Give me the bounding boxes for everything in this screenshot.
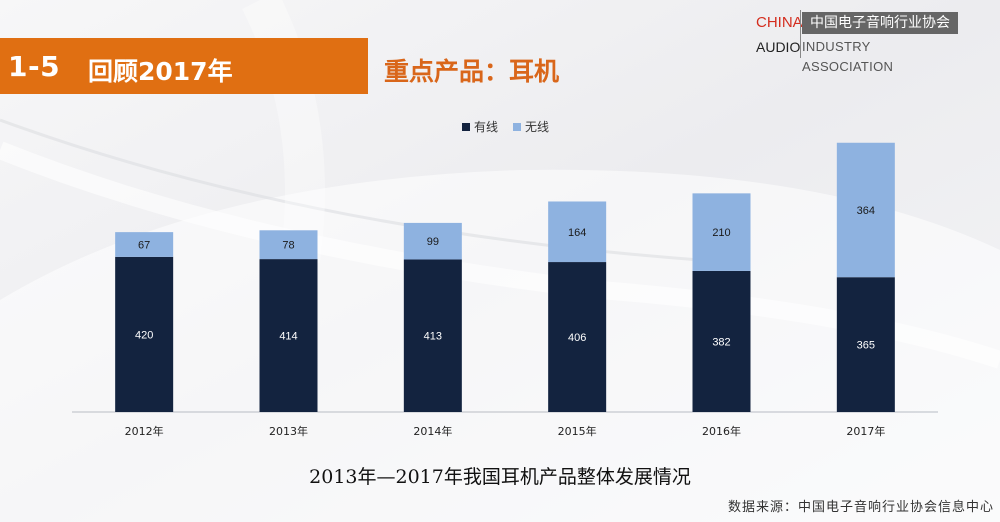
- bar-wireless-1: [259, 230, 318, 260]
- logo-chinese-name: 中国电子音响行业协会: [802, 12, 958, 34]
- data-label-wired-2: 413: [424, 331, 442, 343]
- legend-label-wired: 有线: [474, 120, 498, 134]
- data-label-wired-3: 406: [568, 332, 586, 344]
- data-source: 数据来源：中国电子音响行业协会信息中心: [727, 500, 994, 515]
- bar-wireless-0: [115, 232, 174, 257]
- x-tick-label-4: 2016年: [702, 424, 741, 438]
- bar-wireless-2: [403, 222, 462, 260]
- legend-label-wireless: 无线: [525, 120, 549, 134]
- association-logo: CHINA AUDIO 中国电子音响行业协会 INDUSTRY ASSOCIAT…: [756, 8, 958, 74]
- logo-divider: [800, 10, 801, 58]
- bar-wired-5: [836, 277, 895, 412]
- x-tick-label-5: 2017年: [846, 424, 885, 438]
- chart-title: 2013年—2017年我国耳机产品整体发展情况: [309, 466, 691, 488]
- x-tick-label-1: 2013年: [269, 424, 308, 438]
- x-tick-label-3: 2015年: [558, 424, 597, 438]
- data-label-wired-0: 420: [135, 329, 153, 341]
- data-label-wired-4: 382: [712, 336, 730, 348]
- data-label-wireless-2: 99: [427, 236, 439, 248]
- logo-china-text: CHINA: [756, 14, 803, 31]
- data-label-wireless-0: 67: [138, 240, 150, 252]
- bar-wireless-5: [836, 142, 895, 278]
- bar-wired-4: [692, 270, 751, 412]
- legend-swatch-wireless: [513, 123, 521, 131]
- logo-english-name: INDUSTRY ASSOCIATION: [802, 39, 894, 74]
- x-tick-label-0: 2012年: [125, 424, 164, 438]
- data-label-wireless-4: 210: [712, 227, 730, 239]
- data-label-wireless-3: 164: [568, 227, 586, 239]
- data-label-wired-5: 365: [857, 340, 875, 352]
- data-label-wireless-5: 364: [857, 205, 875, 217]
- page-title: 回顾2017年: [88, 57, 233, 86]
- legend-swatch-wired: [462, 123, 470, 131]
- bar-wired-2: [403, 259, 462, 412]
- page-subtitle: 重点产品：耳机: [384, 57, 560, 86]
- header-bar: [0, 38, 368, 94]
- logo-audio-text: AUDIO: [756, 39, 801, 55]
- data-label-wired-1: 414: [279, 331, 297, 343]
- x-tick-label-2: 2014年: [413, 424, 452, 438]
- bar-wired-3: [548, 262, 607, 412]
- bar-wired-0: [115, 256, 174, 412]
- bar-wireless-4: [692, 193, 751, 271]
- bar-wireless-3: [548, 201, 607, 263]
- section-number: 1-5: [8, 50, 61, 83]
- bar-wired-1: [259, 259, 318, 412]
- data-label-wireless-1: 78: [282, 240, 294, 252]
